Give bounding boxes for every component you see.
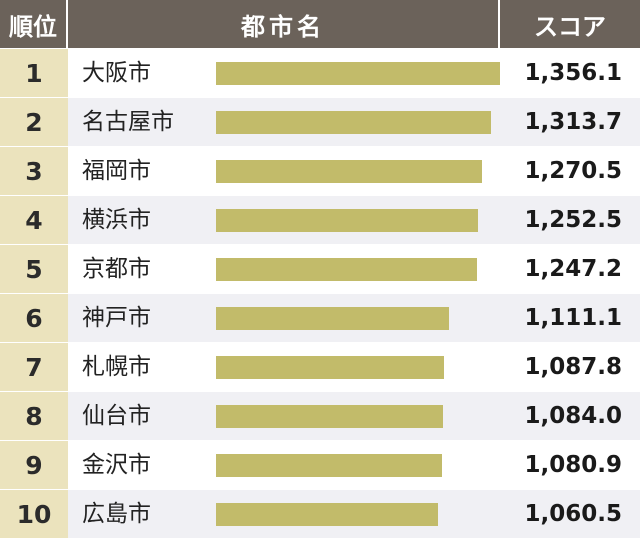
score-column-header: スコア [500, 0, 640, 48]
rank-value: 1 [0, 49, 68, 97]
score-value: 1,087.8 [524, 354, 623, 380]
score-value: 1,084.0 [524, 403, 623, 429]
score-value: 1,060.5 [524, 501, 623, 527]
rank-value: 10 [0, 490, 68, 538]
table-row: 3 福岡市 1,270.5 [0, 147, 640, 196]
rank-value: 2 [0, 98, 68, 146]
rank-value: 5 [0, 245, 68, 293]
score-bar [216, 209, 479, 232]
score-bar [216, 503, 439, 526]
city-name: 金沢市 [82, 452, 151, 478]
rank-value: 8 [0, 392, 68, 440]
score-bar [216, 454, 443, 477]
score-bar [216, 258, 478, 281]
score-bar [216, 111, 492, 134]
table-row: 9 金沢市 1,080.9 [0, 441, 640, 490]
city-cell: 広島市 1,060.5 [68, 490, 640, 538]
table-row: 7 札幌市 1,087.8 [0, 343, 640, 392]
score-value: 1,247.2 [524, 256, 623, 282]
city-name: 福岡市 [82, 158, 151, 184]
score-bar [216, 405, 443, 428]
score-value: 1,356.1 [524, 60, 623, 86]
city-cell: 横浜市 1,252.5 [68, 196, 640, 244]
score-bar [216, 307, 449, 330]
table-row: 2 名古屋市 1,313.7 [0, 98, 640, 147]
table-row: 5 京都市 1,247.2 [0, 245, 640, 294]
table-row: 10 広島市 1,060.5 [0, 490, 640, 539]
city-cell: 大阪市 1,356.1 [68, 49, 640, 97]
score-bar [216, 62, 500, 85]
city-name: 神戸市 [82, 305, 151, 331]
city-column-header: 都市名 [68, 0, 500, 48]
table-row: 6 神戸市 1,111.1 [0, 294, 640, 343]
score-bar [216, 160, 483, 183]
score-value: 1,270.5 [524, 158, 623, 184]
city-name: 横浜市 [82, 207, 151, 233]
table-row: 4 横浜市 1,252.5 [0, 196, 640, 245]
city-name: 名古屋市 [82, 109, 174, 135]
rank-value: 3 [0, 147, 68, 195]
city-name: 京都市 [82, 256, 151, 282]
city-name: 大阪市 [82, 60, 151, 86]
city-cell: 福岡市 1,270.5 [68, 147, 640, 195]
rank-column-header: 順位 [0, 0, 68, 48]
city-name: 仙台市 [82, 403, 151, 429]
city-cell: 神戸市 1,111.1 [68, 294, 640, 342]
rank-value: 6 [0, 294, 68, 342]
table-header: 順位 都市名 スコア [0, 0, 640, 48]
score-value: 1,252.5 [524, 207, 623, 233]
rank-value: 7 [0, 343, 68, 391]
city-cell: 仙台市 1,084.0 [68, 392, 640, 440]
city-name: 広島市 [82, 501, 151, 527]
city-cell: 京都市 1,247.2 [68, 245, 640, 293]
city-cell: 名古屋市 1,313.7 [68, 98, 640, 146]
city-cell: 札幌市 1,087.8 [68, 343, 640, 391]
city-cell: 金沢市 1,080.9 [68, 441, 640, 489]
score-value: 1,313.7 [524, 109, 623, 135]
rank-value: 9 [0, 441, 68, 489]
score-bar [216, 356, 444, 379]
score-value: 1,111.1 [524, 305, 623, 331]
table-row: 1 大阪市 1,356.1 [0, 49, 640, 98]
score-value: 1,080.9 [524, 452, 623, 478]
table-row: 8 仙台市 1,084.0 [0, 392, 640, 441]
rank-value: 4 [0, 196, 68, 244]
city-name: 札幌市 [82, 354, 151, 380]
